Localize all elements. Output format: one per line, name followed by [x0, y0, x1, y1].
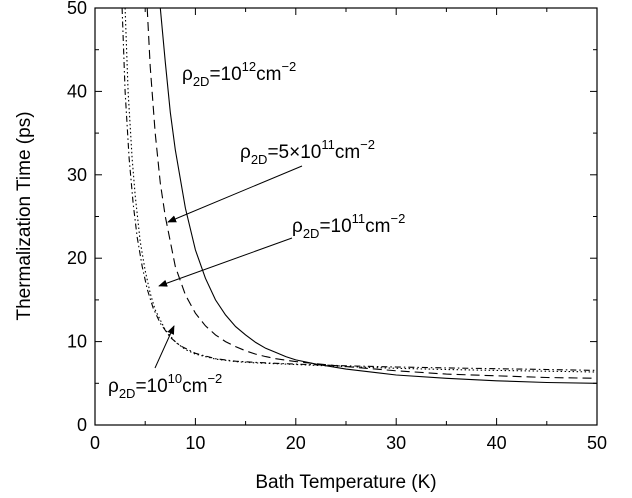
- series-line-2: [124, 8, 597, 373]
- arrow-5e11: [167, 165, 303, 223]
- annotation-rho-1e10: ρ2D=1010cm−2: [108, 371, 222, 401]
- x-tick-label: 30: [386, 433, 406, 453]
- x-tick-label: 50: [587, 433, 607, 453]
- x-tick-label: 0: [90, 433, 100, 453]
- y-tick-label: 50: [67, 0, 87, 18]
- x-tick-label: 20: [286, 433, 306, 453]
- y-tick-label: 40: [67, 81, 87, 101]
- annotation-rho-5e11: ρ2D=5×1011cm−2: [240, 137, 375, 167]
- series-line-1: [146, 8, 597, 379]
- annotation-rho-1e12: ρ2D=1012cm−2: [182, 59, 296, 89]
- y-tick-label: 30: [67, 165, 87, 185]
- series-layer: [121, 8, 597, 384]
- x-tick-label: 40: [487, 433, 507, 453]
- annotation-rho-1e11: ρ2D=1011cm−2: [292, 211, 405, 241]
- x-axis-title: Bath Temperature (K): [255, 472, 436, 493]
- x-tick-label: 10: [185, 433, 205, 453]
- series-line-0: [159, 8, 597, 384]
- arrow-1e10: [154, 325, 175, 369]
- y-tick-label: 20: [67, 248, 87, 268]
- axis-ticks: [94, 7, 598, 426]
- y-tick-label: 0: [77, 415, 87, 435]
- series-line-3: [121, 8, 597, 371]
- arrow-1e11: [158, 237, 293, 287]
- y-axis-title: Thermalization Time (ps): [14, 111, 35, 320]
- axis-tick-labels: 0 10 20 30 40 50 0 10 20 30 40 50: [67, 0, 607, 453]
- y-tick-label: 10: [67, 332, 87, 352]
